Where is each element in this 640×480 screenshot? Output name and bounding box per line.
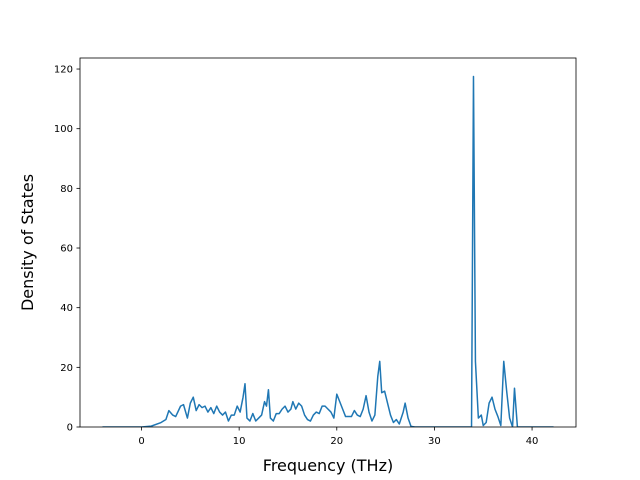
y-tick-label: 120 xyxy=(54,65,73,76)
x-tick-label: 40 xyxy=(526,436,539,447)
x-tick-label: 30 xyxy=(428,436,441,447)
line xyxy=(102,75,554,427)
x-axis-label: Frequency (THz) xyxy=(263,456,393,475)
y-tick-label: 80 xyxy=(60,184,73,195)
x-tick-label: 0 xyxy=(138,436,144,447)
x-tick-label: 10 xyxy=(233,436,246,447)
y-tick-label: 40 xyxy=(60,303,73,314)
y-tick-label: 100 xyxy=(54,124,73,135)
x-tick-label: 20 xyxy=(330,436,343,447)
y-tick-label: 20 xyxy=(60,363,73,374)
y-tick-label: 60 xyxy=(60,244,73,255)
y-tick-label: 0 xyxy=(67,423,73,434)
y-axis-label: Density of States xyxy=(18,174,37,311)
plot-frame xyxy=(79,57,577,428)
